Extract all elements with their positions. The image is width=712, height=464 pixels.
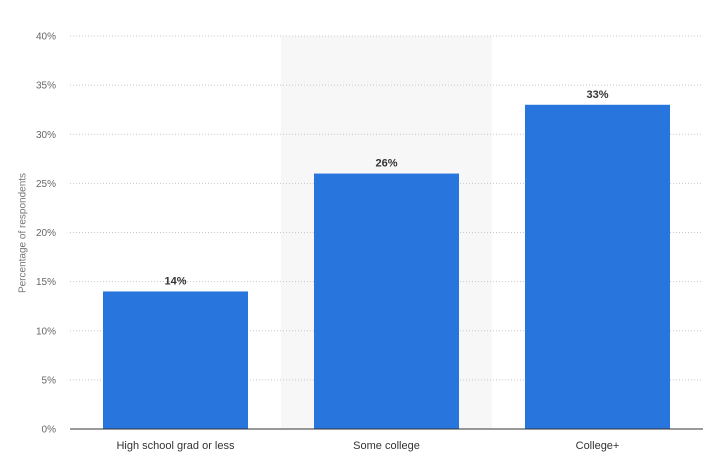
x-tick-label: College+ xyxy=(576,440,620,452)
y-axis-label: Percentage of respondents xyxy=(17,172,29,294)
y-tick-label: 10% xyxy=(36,326,56,337)
y-tick-label: 35% xyxy=(36,81,56,92)
bar xyxy=(314,173,459,429)
x-tick-label: High school grad or less xyxy=(116,440,235,452)
y-tick-label: 5% xyxy=(42,375,57,386)
y-tick-label: 20% xyxy=(36,228,56,239)
bar xyxy=(103,291,248,429)
bar-value-label: 26% xyxy=(375,158,397,170)
y-tick-label: 40% xyxy=(36,32,56,43)
y-tick-label: 0% xyxy=(42,425,57,436)
y-tick-label: 15% xyxy=(36,277,56,288)
bar-value-label: 14% xyxy=(164,275,186,287)
y-tick-label: 30% xyxy=(36,130,56,141)
bar-value-label: 33% xyxy=(586,89,608,101)
bar xyxy=(525,104,670,430)
x-tick-label: Some college xyxy=(353,440,420,452)
y-tick-label: 25% xyxy=(36,179,56,190)
